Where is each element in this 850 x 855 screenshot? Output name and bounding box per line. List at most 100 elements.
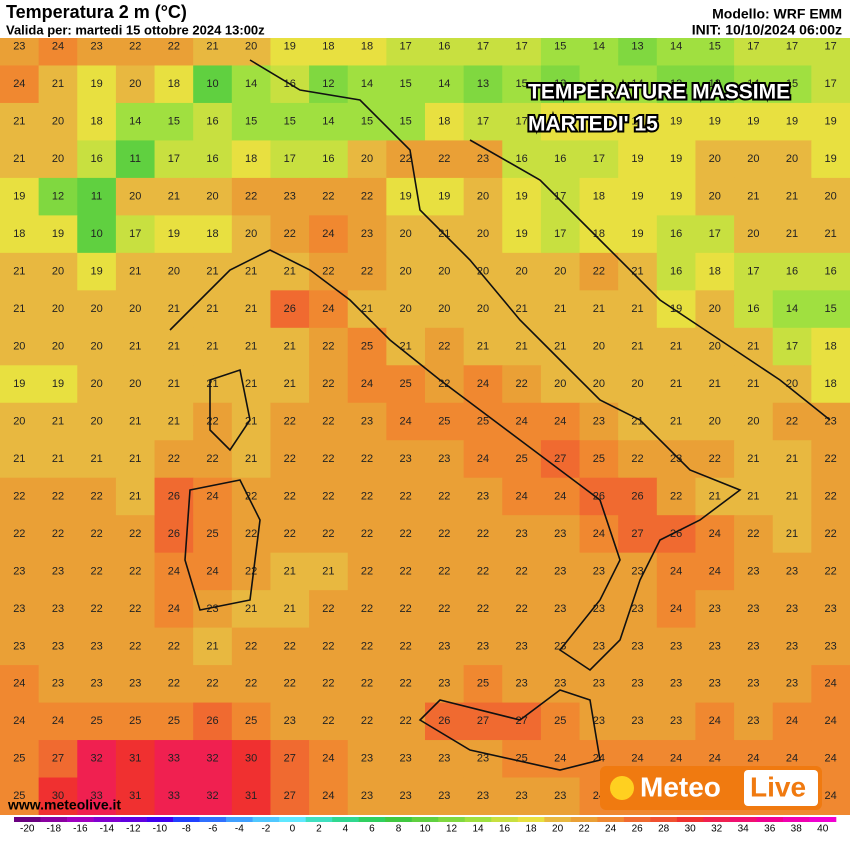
cell (425, 590, 465, 629)
cell (579, 252, 619, 291)
temperature-value: 20 (825, 191, 837, 203)
cell (811, 140, 850, 179)
temperature-value: 22 (400, 490, 412, 502)
temperature-value: 23 (361, 753, 373, 765)
cell (540, 702, 581, 741)
cell (695, 515, 735, 554)
cell (811, 177, 850, 216)
cell (656, 365, 696, 404)
temperature-value: 20 (90, 340, 102, 352)
temperature-value: 19 (709, 116, 721, 128)
colorbar-tick-label: 0 (290, 824, 296, 835)
temperature-value: 14 (593, 78, 605, 90)
temperature-value: 20 (129, 191, 141, 203)
temperature-value: 22 (322, 266, 334, 278)
cell (270, 440, 310, 479)
temperature-value: 22 (593, 266, 605, 278)
cell (347, 252, 387, 291)
cell (193, 140, 233, 179)
cell (270, 102, 310, 141)
temperature-value: 21 (13, 303, 25, 315)
cell (579, 665, 619, 704)
colorbar-tick-label: 40 (817, 824, 829, 835)
temperature-value: 21 (631, 340, 643, 352)
cell (0, 140, 40, 179)
temperature-value: 22 (361, 715, 373, 727)
temperature-value: 23 (747, 640, 759, 652)
temperature-value: 19 (90, 78, 102, 90)
temperature-value: 21 (400, 340, 412, 352)
temperature-value: 23 (13, 640, 25, 652)
temperature-value: 23 (206, 603, 218, 615)
cell (811, 365, 850, 404)
temperature-value: 24 (825, 753, 837, 765)
temperature-value: 23 (400, 790, 412, 802)
cell (811, 440, 850, 479)
temperature-value: 16 (670, 228, 682, 240)
cell (77, 177, 117, 216)
cell (734, 477, 774, 516)
temperature-value: 20 (438, 303, 450, 315)
temperature-value: 22 (786, 415, 798, 427)
cell (618, 365, 658, 404)
temperature-value: 21 (786, 228, 798, 240)
colorbar-tick-label: 4 (343, 824, 349, 835)
temperature-value: 19 (631, 228, 643, 240)
temperature-value: 24 (322, 790, 334, 802)
cell (502, 177, 542, 216)
cell (734, 252, 774, 291)
temperature-value: 20 (631, 378, 643, 390)
cell (154, 102, 194, 141)
cell (695, 290, 735, 329)
temperature-value: 20 (13, 340, 25, 352)
temperature-value: 21 (631, 303, 643, 315)
temperature-value: 32 (206, 790, 218, 802)
temperature-value: 24 (400, 415, 412, 427)
temperature-value: 19 (631, 191, 643, 203)
temperature-value: 20 (709, 340, 721, 352)
cell (695, 440, 735, 479)
cell (231, 440, 271, 479)
temperature-value: 26 (438, 715, 450, 727)
cell (463, 215, 503, 254)
temperature-value: 23 (631, 640, 643, 652)
temperature-value: 21 (168, 191, 180, 203)
temperature-value: 17 (284, 153, 296, 165)
cell (270, 477, 310, 516)
cell (309, 290, 349, 329)
temperature-value: 21 (554, 340, 566, 352)
temperature-value: 20 (593, 378, 605, 390)
cell (115, 102, 156, 141)
temperature-value: 22 (400, 153, 412, 165)
cell (579, 552, 619, 591)
cell (656, 702, 696, 741)
temperature-value: 22 (284, 490, 296, 502)
cell (77, 402, 117, 441)
temperature-value: 20 (554, 378, 566, 390)
temperature-value: 21 (13, 453, 25, 465)
temperature-value: 21 (786, 490, 798, 502)
temperature-value: 19 (631, 116, 643, 128)
cell (347, 627, 387, 666)
temperature-value: 22 (206, 678, 218, 690)
temperature-value: 23 (786, 678, 798, 690)
cell (540, 290, 581, 329)
cell (540, 177, 581, 216)
colorbar-tick-label: 24 (605, 824, 617, 835)
temperature-value: 17 (168, 153, 180, 165)
temperature-value: 22 (361, 266, 373, 278)
cell (656, 477, 696, 516)
cell (309, 365, 349, 404)
cell (734, 327, 774, 366)
cell (502, 252, 542, 291)
temperature-value: 15 (245, 116, 257, 128)
cell (231, 627, 271, 666)
cell (270, 402, 310, 441)
cell (77, 215, 117, 254)
cell (386, 102, 426, 141)
cell (540, 477, 581, 516)
cell (386, 252, 426, 291)
temperature-value: 21 (129, 266, 141, 278)
temperature-value: 14 (786, 303, 798, 315)
cell (656, 440, 696, 479)
